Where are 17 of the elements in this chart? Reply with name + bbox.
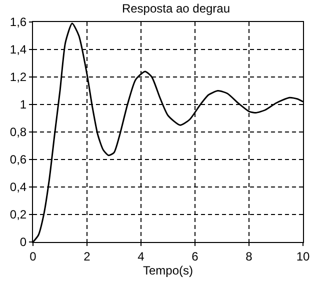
y-tick-label: 1 xyxy=(20,98,27,112)
y-tick-label: 0,8 xyxy=(10,125,27,140)
x-axis-title: Tempo(s) xyxy=(142,263,194,278)
y-tick-label: 0,2 xyxy=(10,208,27,222)
y-tick-label: 1,2 xyxy=(10,70,27,84)
x-tick-label: 0 xyxy=(30,249,37,264)
y-tick-label: 0,6 xyxy=(10,152,27,167)
chart-title: Resposta ao degrau xyxy=(122,2,230,16)
x-tick-label: 10 xyxy=(296,249,310,264)
y-tick-label: 0 xyxy=(20,235,27,250)
x-tick-label: 2 xyxy=(84,249,91,264)
y-tick-label: 1,4 xyxy=(10,42,27,57)
x-tick-label: 8 xyxy=(246,249,253,264)
y-tick-label: 0,4 xyxy=(10,180,27,194)
x-tick-label: 6 xyxy=(192,249,199,264)
y-tick-label: 1,6 xyxy=(10,15,27,30)
x-tick-label: 4 xyxy=(138,249,145,264)
